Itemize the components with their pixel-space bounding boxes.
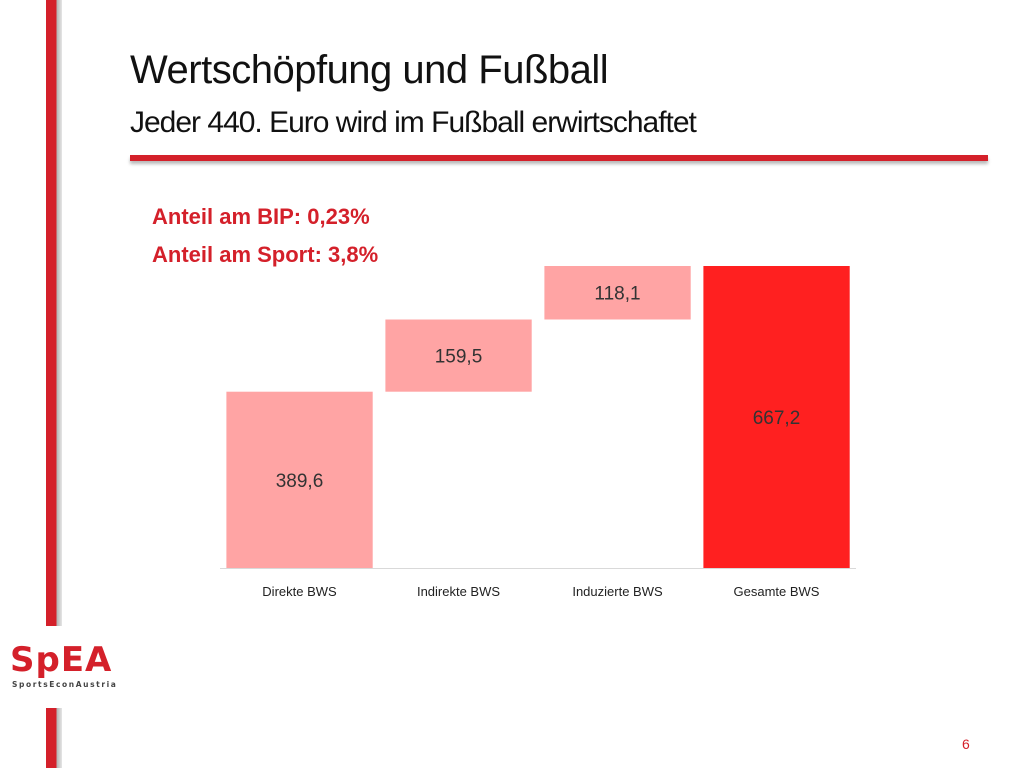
bar-4 bbox=[703, 266, 850, 568]
logo-wordmark: SpEA bbox=[10, 640, 113, 680]
left-accent-bar bbox=[46, 0, 62, 626]
note-bip-share: Anteil am BIP: 0,23% bbox=[152, 204, 370, 229]
x-tick-label-3: Induzierte BWS bbox=[572, 584, 663, 599]
note-sport-share: Anteil am Sport: 3,8% bbox=[152, 242, 379, 267]
data-label-4: 667,2 bbox=[753, 408, 801, 429]
data-label-3: 118,1 bbox=[594, 284, 640, 305]
slide-subtitle: Jeder 440. Euro wird im Fußball erwirtsc… bbox=[130, 106, 697, 139]
x-tick-label-1: Direkte BWS bbox=[262, 584, 337, 599]
page-number: 6 bbox=[962, 736, 970, 752]
logo: SpEA SportsEconAustria bbox=[8, 640, 122, 694]
bar-1 bbox=[226, 391, 373, 568]
x-tick-label-2: Indirekte BWS bbox=[417, 584, 500, 599]
data-label-1: 389,6 bbox=[276, 471, 324, 492]
title-divider bbox=[130, 155, 988, 161]
left-accent-bar-bottom bbox=[46, 708, 62, 768]
bar-2 bbox=[385, 319, 532, 392]
bar-3 bbox=[544, 266, 691, 320]
slide-title: Wertschöpfung und Fußball bbox=[130, 48, 609, 92]
logo-tagline: SportsEconAustria bbox=[12, 680, 118, 689]
data-label-2: 159,5 bbox=[435, 347, 483, 368]
x-tick-label-4: Gesamte BWS bbox=[734, 584, 820, 599]
